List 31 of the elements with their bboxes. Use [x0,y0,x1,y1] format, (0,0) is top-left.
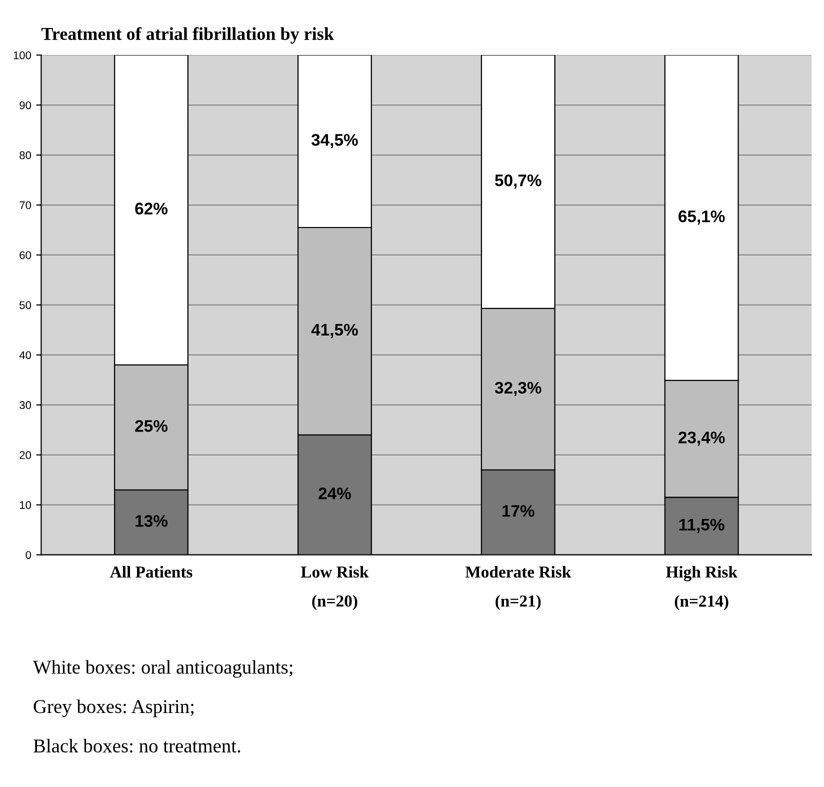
y-tick-label: 40 [19,351,32,360]
text: Grey boxes: Aspirin; [34,699,194,718]
y-tick-label: 20 [20,451,32,460]
y-tick-label: 70 [20,201,32,210]
x-tick-label: Low Risk (n=20) [300,566,369,610]
y-tick-label: 100 [14,51,32,60]
data-label: 50,7% [495,174,542,189]
y-tick-label: 90 [20,101,32,110]
y-tick-label: 50 [20,301,32,310]
x-tick-label: Moderate Risk (n=21) [465,566,572,610]
y-tick-label: 60 [20,251,32,260]
text: Black boxes: no treatment. [34,738,240,753]
data-label: 24% [318,488,351,500]
data-label: 41,5% [311,324,358,338]
data-label: 13% [136,515,168,527]
y-tick-label: 30 [20,401,32,410]
x-tick-label: High Risk (n=214) [666,566,738,610]
data-label: 65,1% [678,210,725,225]
data-label: 62% [135,202,168,214]
y-tick-label: 0 [26,551,32,559]
data-label: 23,4% [678,432,725,446]
chart-title: Treatment of atrial fibrillation by risk [41,27,334,44]
y-tick-label: 10 [20,501,32,509]
data-label: 25% [135,420,168,432]
data-label: 32,3% [494,382,542,396]
data-label: 11,5% [679,518,724,533]
x-tick-label: All Patients [110,566,192,578]
data-label: 34,5% [311,134,358,148]
data-label: 17% [502,505,534,517]
y-tick-label: 80 [20,151,32,160]
text: White boxes: oral anticoagulants; [32,660,292,678]
